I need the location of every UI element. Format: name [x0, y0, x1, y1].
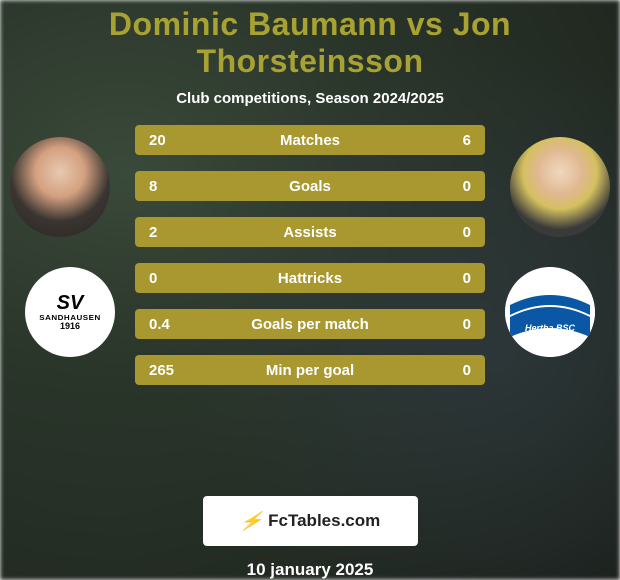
svg-text:Hertha BSC: Hertha BSC — [525, 323, 576, 333]
stat-right-value: 0 — [431, 224, 471, 241]
stat-left-value: 0 — [149, 270, 189, 287]
branding-logo-icon: ⚡ — [238, 511, 264, 532]
subtitle: Club competitions, Season 2024/2025 — [176, 90, 444, 107]
vs-text: vs — [407, 6, 444, 42]
club1-line2: SANDHAUSEN — [39, 314, 100, 322]
stat-row: 0.4Goals per match0 — [135, 309, 485, 339]
stat-label: Goals — [189, 178, 431, 195]
branding-text: FcTables.com — [268, 511, 380, 531]
stat-label: Assists — [189, 224, 431, 241]
stat-label: Hattricks — [189, 270, 431, 287]
stat-row: 265Min per goal0 — [135, 355, 485, 385]
club2-badge: Hertha BSC — [505, 267, 595, 357]
stat-left-value: 2 — [149, 224, 189, 241]
club1-badge: SV SANDHAUSEN 1916 — [25, 267, 115, 357]
stat-right-value: 0 — [431, 178, 471, 195]
player1-avatar — [10, 137, 110, 237]
stat-left-value: 0.4 — [149, 316, 189, 333]
stat-label: Matches — [189, 132, 431, 149]
player1-name: Dominic Baumann — [109, 6, 397, 42]
stat-label: Goals per match — [189, 316, 431, 333]
stat-left-value: 8 — [149, 178, 189, 195]
stat-row: 20Matches6 — [135, 125, 485, 155]
stats-list: 20Matches68Goals02Assists00Hattricks00.4… — [135, 125, 485, 401]
stat-right-value: 0 — [431, 270, 471, 287]
stat-right-value: 6 — [431, 132, 471, 149]
stat-row: 2Assists0 — [135, 217, 485, 247]
player2-avatar — [510, 137, 610, 237]
branding-badge: ⚡ FcTables.com — [203, 496, 418, 546]
comparison-title: Dominic Baumann vs Jon Thorsteinsson — [0, 6, 620, 80]
stat-label: Min per goal — [189, 362, 431, 379]
stat-right-value: 0 — [431, 362, 471, 379]
date-label: 10 january 2025 — [247, 560, 374, 580]
stat-right-value: 0 — [431, 316, 471, 333]
club1-line3: 1916 — [39, 322, 100, 332]
hertha-logo-icon: Hertha BSC — [505, 267, 595, 357]
main-area: SV SANDHAUSEN 1916 Hertha BSC 20Matches6… — [0, 137, 620, 486]
stat-left-value: 265 — [149, 362, 189, 379]
stat-row: 0Hattricks0 — [135, 263, 485, 293]
stat-left-value: 20 — [149, 132, 189, 149]
club1-line1: SV — [39, 292, 100, 314]
stat-row: 8Goals0 — [135, 171, 485, 201]
